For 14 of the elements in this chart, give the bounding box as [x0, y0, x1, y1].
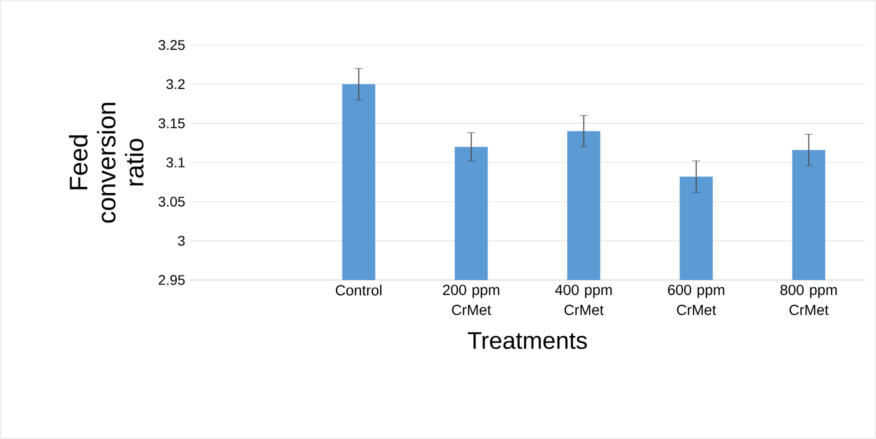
x-tick-label: Control [336, 284, 382, 296]
y-tick-label: 2.95 [158, 275, 185, 285]
x-tick-label: 600 ppm CrMet [668, 284, 724, 316]
x-axis-title: Treatments [468, 332, 587, 349]
y-tick-label: 3 [178, 236, 185, 246]
x-tick-label: 400 ppm CrMet [555, 284, 612, 316]
y-axis-title: Feed conversion ratio [68, 102, 144, 223]
y-tick-label: 3.05 [158, 196, 185, 207]
y-tick-label: 3.15 [158, 118, 185, 128]
y-tick-label: 3.2 [166, 79, 185, 90]
y-tick-label: 3.1 [166, 158, 185, 168]
x-tick-label: 800 ppm CrMet [780, 284, 837, 316]
x-tick-label: 200 ppm CrMet [443, 284, 500, 316]
y-tick-label: 3.25 [158, 40, 185, 50]
